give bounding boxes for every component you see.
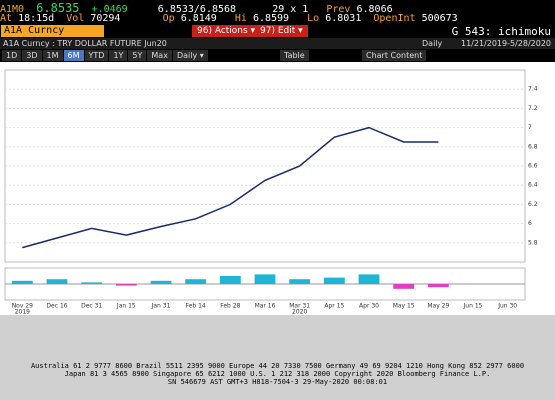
- table-button[interactable]: Table: [280, 50, 309, 61]
- chart-background: [0, 62, 555, 315]
- description-row: A1A Curncy : TRY DOLLAR FUTURE Jun20 Dai…: [0, 38, 555, 49]
- x-tick-label: May 15: [393, 303, 415, 310]
- chart: 5.8 6 6.2 6.4 6.6 6.8 7 7.2 7.4 Nov 29 Dec 16 Dec 3…: [0, 62, 555, 315]
- x-tick-label: Mar 16: [255, 303, 276, 310]
- x-tick-label: Jan 15: [116, 303, 136, 310]
- date-range: 11/21/2019-5/28/2020: [460, 39, 551, 48]
- page-code: G 543: ichimoku: [451, 25, 551, 38]
- oi: 500673: [421, 13, 458, 24]
- x-tick-label: May 29: [427, 303, 449, 310]
- x-tick-label: Dec 31: [81, 303, 102, 310]
- y-tick-label: 6.6: [528, 163, 538, 170]
- macd-bar: [150, 280, 172, 284]
- vol: 70294: [90, 13, 121, 24]
- footer-line: Japan 81 3 4565 8900 Singapore 65 6212 1…: [64, 370, 491, 378]
- macd-bar: [427, 284, 449, 288]
- macd-bar: [81, 282, 103, 284]
- macd-bar: [219, 276, 241, 284]
- x-tick-label: Feb 14: [186, 303, 206, 310]
- price-line: [22, 126, 439, 249]
- at-label: At: [0, 13, 13, 24]
- range-button[interactable]: 1Y: [109, 50, 128, 61]
- x-tick-label: Nov 29: [12, 303, 33, 310]
- x-tick-label: Jun 15: [463, 303, 483, 310]
- change: +.0469: [91, 4, 128, 15]
- macd-bar: [289, 279, 311, 284]
- footer-line: Australia 61 2 9777 8600 Brazil 5511 239…: [30, 362, 525, 370]
- quote-row: A1M0 6.8535 +.0469 6.8533/6.8568 29 x 1 …: [0, 1, 555, 15]
- description: A1A Curncy : TRY DOLLAR FUTURE Jun20: [3, 39, 167, 48]
- x-tick-label: Dec 16: [46, 303, 67, 310]
- x-tick-label: Apr 30: [359, 303, 379, 310]
- macd-bar: [115, 284, 137, 286]
- hi: 6.8599: [252, 13, 290, 24]
- y-tick-label: 6: [528, 220, 532, 227]
- symbol: A1M0: [0, 4, 25, 15]
- price: 6.8535: [36, 1, 80, 15]
- oi-label: OpenInt: [373, 13, 416, 24]
- x-tick-label: Apr 15: [324, 303, 344, 310]
- range-button[interactable]: 5Y: [128, 50, 147, 61]
- y-tick-label: 6.4: [528, 182, 538, 189]
- vol-label: Vol: [66, 13, 85, 24]
- macd-bar: [323, 277, 345, 284]
- range-button[interactable]: 1D: [2, 50, 22, 61]
- range-button[interactable]: Daily ▾: [172, 50, 208, 61]
- time: 18:15d: [18, 13, 55, 24]
- prev: 6.8066: [356, 4, 393, 15]
- lo-label: Lo: [307, 13, 320, 24]
- macd-bar: [185, 279, 207, 284]
- macd-bar: [393, 284, 415, 289]
- lo: 6.8031: [325, 13, 362, 24]
- chart-content-button[interactable]: Chart Content: [362, 50, 427, 61]
- range-button[interactable]: 3D: [22, 50, 42, 61]
- hi-label: Hi: [234, 13, 247, 24]
- y-tick-label: 6.2: [528, 201, 538, 208]
- macd-bar: [358, 274, 380, 284]
- y-tick-label: 5.8: [528, 239, 538, 246]
- ticker-field[interactable]: A1A Curncy: [1, 25, 104, 37]
- y-tick-label: 7.4: [528, 86, 538, 93]
- range-button[interactable]: YTD: [84, 50, 109, 61]
- bid-ask: 6.8533/6.8568: [157, 4, 237, 15]
- footer-line: SN 546679 AST GMT+3 H818-7504-3 29-May-2…: [167, 378, 388, 386]
- macd-bar: [254, 274, 276, 284]
- year-label: 2020: [292, 309, 307, 316]
- year-label: 2019: [15, 309, 30, 316]
- macd-bar: [11, 280, 33, 284]
- x-tick-label: Jan 31: [151, 303, 171, 310]
- size: 29 x 1: [272, 4, 309, 15]
- y-tick-label: 7: [528, 124, 532, 131]
- y-tick-label: 6.8: [528, 143, 538, 150]
- y-tick-label: 7.2: [528, 105, 538, 112]
- x-tick-label: Mar 31: [289, 303, 310, 310]
- prev-label: Prev: [326, 4, 351, 15]
- range-button[interactable]: Max: [147, 50, 172, 61]
- x-tick-label: Feb 28: [220, 303, 240, 310]
- op-label: Op: [162, 13, 175, 24]
- toolbar: 1D 3D 1M 6M YTD 1Y 5Y Max Daily ▾ Table Chart Co…: [2, 50, 555, 61]
- actions-button[interactable]: 96) Actions ▾: [192, 25, 261, 37]
- macd-bar: [46, 279, 68, 284]
- range-button[interactable]: 6M: [63, 50, 84, 61]
- edit-button[interactable]: 97) Edit ▾: [255, 25, 308, 37]
- period: Daily: [422, 39, 443, 48]
- x-tick-label: Jun 30: [497, 303, 517, 310]
- range-button[interactable]: 1M: [42, 50, 63, 61]
- footer: Australia 61 2 9777 8600 Brazil 5511 239…: [0, 315, 555, 400]
- op: 6.8149: [180, 13, 217, 24]
- stats-row: At 18:15d Vol 70294 Op 6.8149 Hi 6.8599 …: [0, 13, 555, 24]
